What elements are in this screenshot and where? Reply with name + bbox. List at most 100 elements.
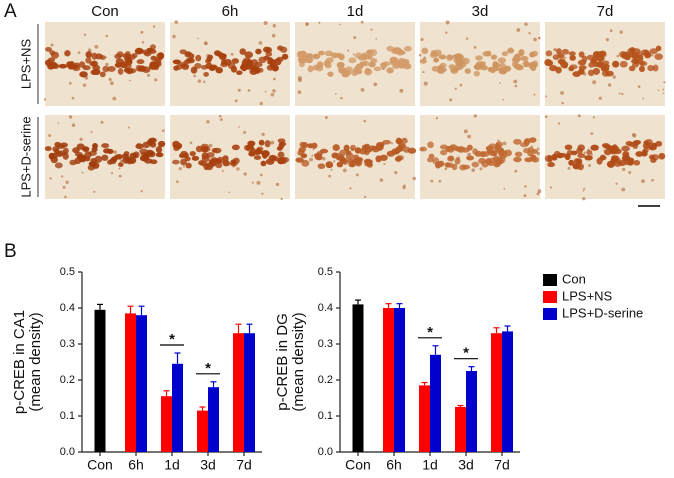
neuron (528, 62, 537, 70)
neuron (628, 142, 637, 148)
micrograph-cells (172, 20, 289, 106)
x-tick-label: 3d (200, 457, 216, 473)
cell-speck (497, 139, 500, 142)
neuron (461, 164, 471, 170)
neuron (547, 162, 555, 168)
neuron (419, 146, 427, 152)
neuron (658, 152, 666, 160)
neuron (514, 151, 523, 157)
neuron (232, 157, 240, 164)
neuron (115, 153, 123, 160)
neuron (386, 67, 394, 74)
neuron (44, 146, 52, 152)
significance-mark: * (205, 360, 211, 377)
neuron (122, 157, 130, 164)
neuron (395, 137, 402, 145)
cell-speck (536, 147, 540, 151)
cell-speck (657, 89, 660, 92)
neuron (364, 68, 373, 76)
neuron (280, 46, 288, 53)
neuron (179, 49, 187, 55)
neuron (136, 59, 145, 65)
neuron (427, 141, 434, 149)
neuron (604, 148, 612, 156)
cell-speck (454, 87, 457, 90)
neuron (82, 65, 91, 71)
cell-speck (263, 20, 268, 25)
cell-speck (557, 122, 561, 125)
neuron (394, 47, 402, 55)
cell-speck (64, 195, 67, 199)
legend-swatch (543, 274, 557, 286)
neuron (523, 60, 530, 68)
neuron (103, 148, 112, 154)
cell-speck (502, 141, 507, 146)
neuron (149, 44, 156, 50)
cell-speck (112, 96, 117, 101)
cell-speck (178, 167, 182, 171)
bar (172, 363, 183, 452)
x-tick-label: 6h (128, 457, 144, 473)
bar (394, 308, 405, 452)
neuron (114, 53, 122, 59)
y-tick-label: 0.2 (60, 374, 75, 386)
legend-swatch (543, 291, 557, 303)
neuron (487, 160, 496, 166)
cell-speck (105, 62, 109, 67)
neuron (640, 151, 648, 157)
neuron (316, 61, 324, 69)
micrograph-cells (544, 29, 666, 105)
neuron (101, 154, 109, 161)
cell-speck (140, 190, 143, 193)
micrograph-cells (544, 114, 666, 201)
cell-speck (619, 30, 623, 34)
neuron (222, 160, 231, 167)
neuron (568, 51, 576, 57)
panel-label: B (4, 241, 17, 262)
y-tick-label: 0.4 (318, 302, 333, 314)
cell-speck (272, 89, 276, 93)
cell-speck (251, 181, 254, 184)
neuron (325, 57, 334, 64)
neuron (135, 48, 144, 54)
neuron (466, 144, 473, 151)
neuron (265, 51, 273, 57)
cell-speck (618, 92, 621, 95)
x-tick-label: 3d (458, 457, 474, 473)
neuron (74, 151, 83, 157)
cell-speck (110, 172, 114, 175)
neuron (590, 144, 599, 151)
cell-speck (536, 192, 540, 196)
cell-speck (430, 179, 434, 183)
cell-speck (297, 90, 302, 95)
neuron (494, 145, 501, 153)
cell-speck (583, 187, 586, 190)
neuron (464, 68, 471, 74)
bar (466, 371, 477, 452)
cell-speck (236, 167, 240, 171)
neuron (79, 71, 88, 78)
neuron (261, 152, 268, 159)
cell-speck (218, 114, 222, 118)
neuron (87, 164, 95, 171)
cell-speck (71, 96, 75, 100)
neuron (277, 157, 285, 165)
cell-speck (118, 167, 121, 170)
neuron (107, 66, 116, 72)
cell-speck (196, 37, 199, 40)
neuron (244, 51, 253, 59)
cell-speck (650, 54, 654, 57)
neuron (295, 157, 304, 163)
legend-swatch (543, 308, 557, 320)
cell-speck (100, 120, 104, 124)
y-tick-label: 0.5 (318, 266, 333, 278)
bar (383, 308, 394, 452)
neuron (254, 66, 261, 74)
neuron (524, 157, 533, 163)
neuron (85, 51, 93, 58)
neuron (298, 51, 306, 59)
neuron (223, 58, 232, 66)
cell-speck (183, 165, 186, 168)
x-tick-label: 1d (164, 457, 180, 473)
cell-speck (342, 168, 347, 173)
